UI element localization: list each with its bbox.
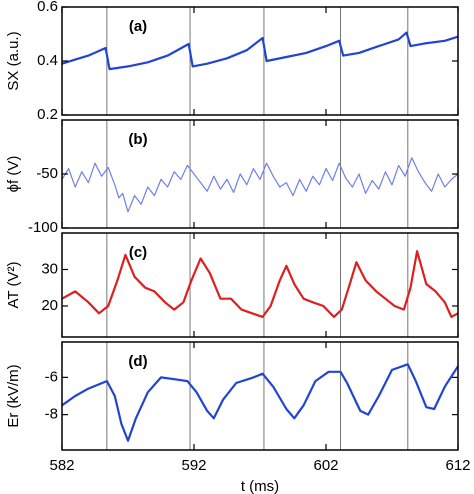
y-tick-label: 0.6: [37, 0, 58, 15]
y-tick-label: 0.4: [37, 52, 58, 69]
y-tick-label: 30: [41, 260, 58, 277]
y-tick-label: 20: [41, 297, 58, 314]
y-tick-label: -50: [36, 165, 58, 182]
plot-frame: [61, 341, 459, 451]
x-tick-label: 592: [181, 457, 206, 474]
plot-frame: [61, 232, 459, 338]
y-tick-label: 0.2: [37, 106, 58, 123]
y-tick-label: -100: [28, 219, 58, 236]
plot-frame: [61, 119, 459, 229]
y-tick-label: -6: [45, 368, 58, 385]
y-axis-label: Er (kV/m): [5, 364, 22, 427]
y-axis-label: SX (a.u.): [5, 31, 22, 90]
x-tick-label: 602: [313, 457, 338, 474]
data-line: [61, 250, 459, 318]
y-tick-label: -8: [45, 406, 58, 423]
data-line: [61, 363, 459, 442]
panel-label: (b): [128, 131, 147, 148]
x-axis-label: t (ms): [241, 478, 279, 494]
data-line: [61, 157, 459, 213]
panel-label: (a): [129, 18, 147, 35]
y-axis-label: AT (V²): [5, 262, 22, 309]
panel-label: (d): [128, 353, 147, 370]
data-line: [61, 31, 459, 71]
x-tick-label: 612: [445, 457, 470, 474]
x-tick-label: 582: [49, 457, 74, 474]
plot-frame: [61, 6, 459, 116]
panel-label: (c): [129, 244, 147, 261]
y-axis-label: ϕf (V): [5, 156, 22, 193]
